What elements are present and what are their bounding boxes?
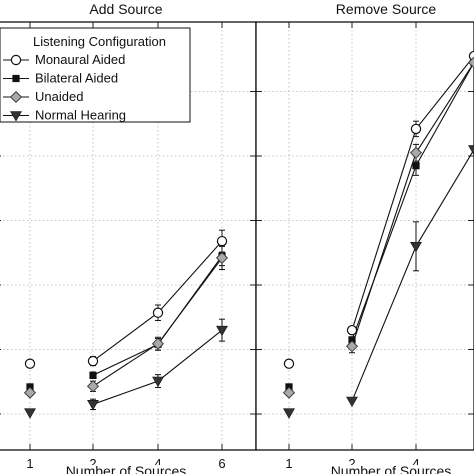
- x-tick-label: 6: [218, 456, 225, 471]
- legend-box: [0, 27, 191, 123]
- data-point-monaural-aided: [152, 307, 164, 318]
- data-point-unaided: [215, 251, 229, 264]
- x-axis-label-bg: [329, 465, 453, 474]
- data-point-bilateral-aided: [412, 162, 420, 170]
- series-layer: [282, 50, 474, 419]
- legend-entry: Monaural Aided: [35, 52, 125, 67]
- legend-marker: [12, 74, 20, 83]
- chart-title: Add Source: [89, 1, 162, 17]
- legend-marker: [10, 111, 22, 122]
- data-point-monaural-aided: [24, 358, 36, 369]
- plot-frame: [255, 21, 474, 451]
- data-point-monaural-aided: [216, 235, 228, 247]
- data-point-monaural-aided: [410, 123, 422, 135]
- data-point-unaided: [467, 56, 474, 69]
- chart-panel-1: Add Source 1 2 4 6 Number of Sources Listening…: [0, 1, 257, 474]
- data-point-normal-hearing: [468, 145, 474, 156]
- legend-entry: Bilateral Aided: [35, 71, 118, 86]
- series-layer: [23, 229, 229, 419]
- legend-entry: Normal Hearing: [35, 108, 126, 123]
- data-point-normal-hearing: [283, 408, 295, 419]
- data-point-monaural-aided: [346, 324, 358, 336]
- legend: Listening Configuration Monaural Aided Bil…: [0, 27, 191, 123]
- data-point-monaural-aided: [87, 355, 99, 367]
- legend-marker: [10, 54, 22, 66]
- data-point-normal-hearing: [216, 325, 228, 337]
- data-point-bilateral-aided: [89, 371, 97, 379]
- x-tick-label: 4: [154, 456, 161, 471]
- x-tick-label: 2: [348, 456, 355, 471]
- data-point-normal-hearing: [346, 396, 358, 408]
- data-point-normal-hearing: [24, 408, 36, 419]
- legend-entry: Unaided: [35, 89, 83, 104]
- data-point-unaided: [151, 337, 165, 350]
- data-point-unaided: [409, 146, 423, 159]
- x-axis-label-bg: [64, 465, 188, 474]
- data-point-unaided: [345, 340, 359, 353]
- x-axis-label: Number of Sources: [331, 463, 452, 474]
- data-point-normal-hearing: [87, 400, 99, 411]
- data-point-unaided: [23, 386, 37, 399]
- data-point-normal-hearing: [152, 376, 164, 388]
- data-point-unaided: [282, 386, 296, 399]
- plot-area: [256, 22, 474, 450]
- x-tick-label: 4: [412, 456, 419, 471]
- x-tick-label: 1: [26, 456, 33, 471]
- chart-title: Remove Source: [336, 1, 437, 17]
- data-point-unaided: [86, 380, 100, 393]
- x-tick-label: 1: [285, 456, 292, 471]
- data-point-monaural-aided: [283, 358, 295, 369]
- legend-marker: [9, 90, 23, 104]
- legend-title: Listening Configuration: [33, 34, 166, 49]
- x-axis-label: Number of Sources: [66, 463, 187, 474]
- data-point-normal-hearing: [410, 242, 422, 253]
- x-tick-label: 2: [89, 456, 96, 471]
